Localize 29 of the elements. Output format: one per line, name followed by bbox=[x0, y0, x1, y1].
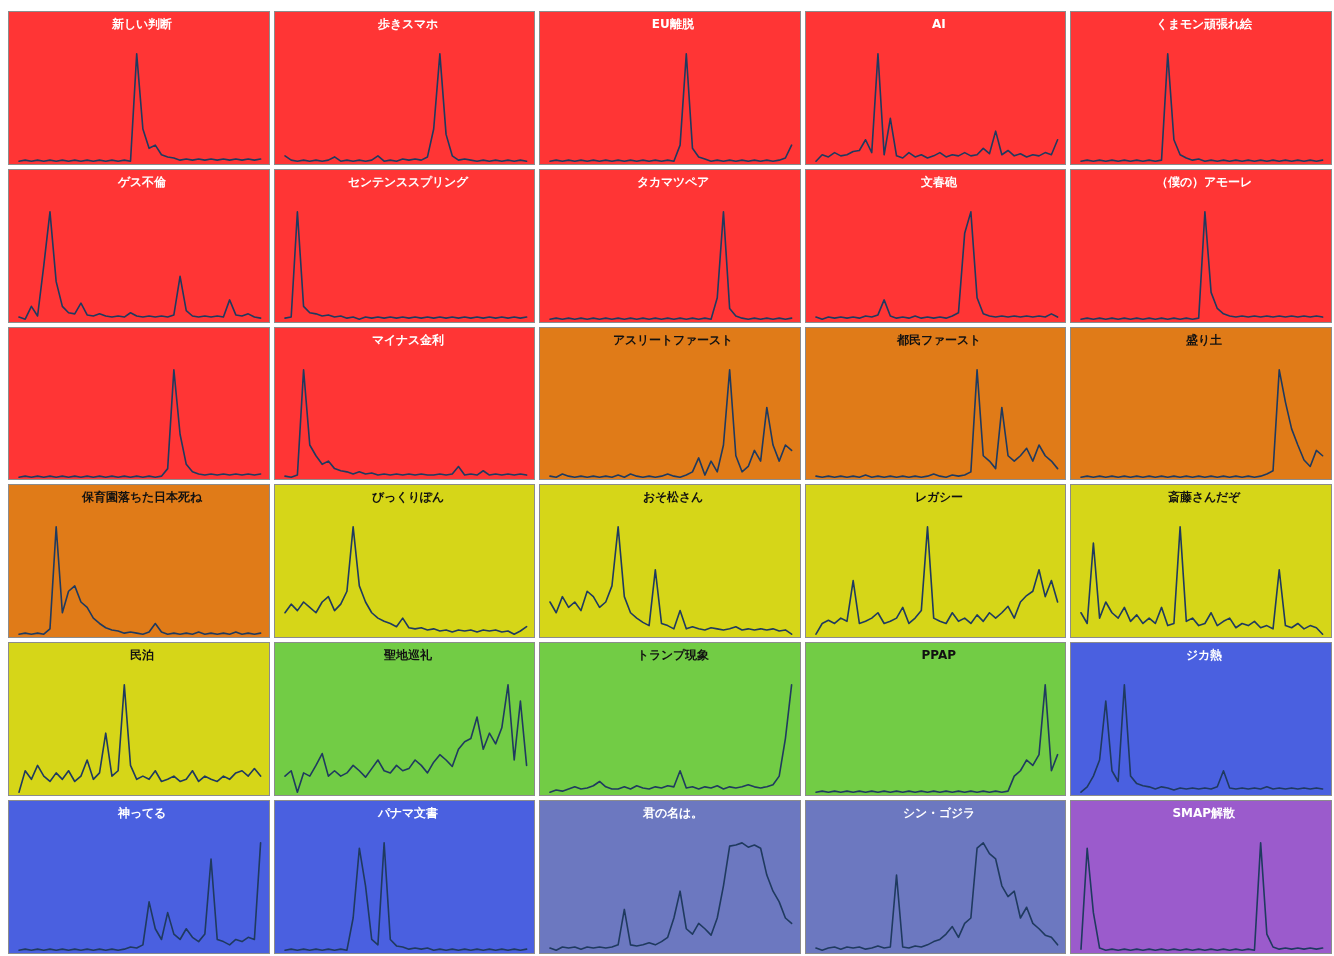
chart-title: AI bbox=[931, 17, 946, 31]
chart-title: マイナス金利 bbox=[371, 332, 444, 347]
chart-title: ジカ熱 bbox=[1186, 648, 1223, 663]
chart-title: 文春砲 bbox=[919, 174, 958, 189]
chart-title: PPAP bbox=[921, 648, 957, 663]
chart-title: 盛り土 bbox=[1185, 332, 1223, 347]
chart-title: おそ松さん bbox=[642, 490, 703, 505]
chart-title: アスリートファースト bbox=[612, 332, 733, 347]
chart-title: ゲス不倫 bbox=[116, 174, 167, 189]
chart-title: びっくりぽん bbox=[371, 490, 444, 505]
chart-title: SMAP解散 bbox=[1172, 806, 1237, 820]
chart-title: 斎藤さんだぞ bbox=[1168, 490, 1242, 505]
chart-title: シン・ゴジラ bbox=[902, 806, 975, 820]
chart-title: タカマツペア bbox=[636, 174, 709, 189]
chart-title: 民泊 bbox=[129, 648, 154, 663]
chart-title: くまモン頑張れ絵 bbox=[1156, 17, 1254, 31]
chart-title: レガシー bbox=[914, 490, 963, 505]
chart-title: トランプ現象 bbox=[636, 648, 709, 663]
chart-title: 保育園落ちた日本死ね bbox=[80, 490, 203, 505]
chart-title: センテンススプリング bbox=[347, 174, 469, 189]
chart-title: パナマ文書 bbox=[376, 806, 438, 820]
chart-title: 君の名は。 bbox=[641, 806, 703, 820]
chart-title: （僕の）アモーレ bbox=[1156, 174, 1253, 189]
chart-title: EU離脱 bbox=[652, 17, 695, 31]
chart-title: 歩きスマホ bbox=[376, 17, 438, 31]
chart-title: 新しい判断 bbox=[110, 17, 172, 31]
chart-title: 聖地巡礼 bbox=[382, 648, 433, 663]
chart-title: 神ってる bbox=[116, 806, 166, 820]
chart-title: 都民ファースト bbox=[895, 332, 981, 347]
